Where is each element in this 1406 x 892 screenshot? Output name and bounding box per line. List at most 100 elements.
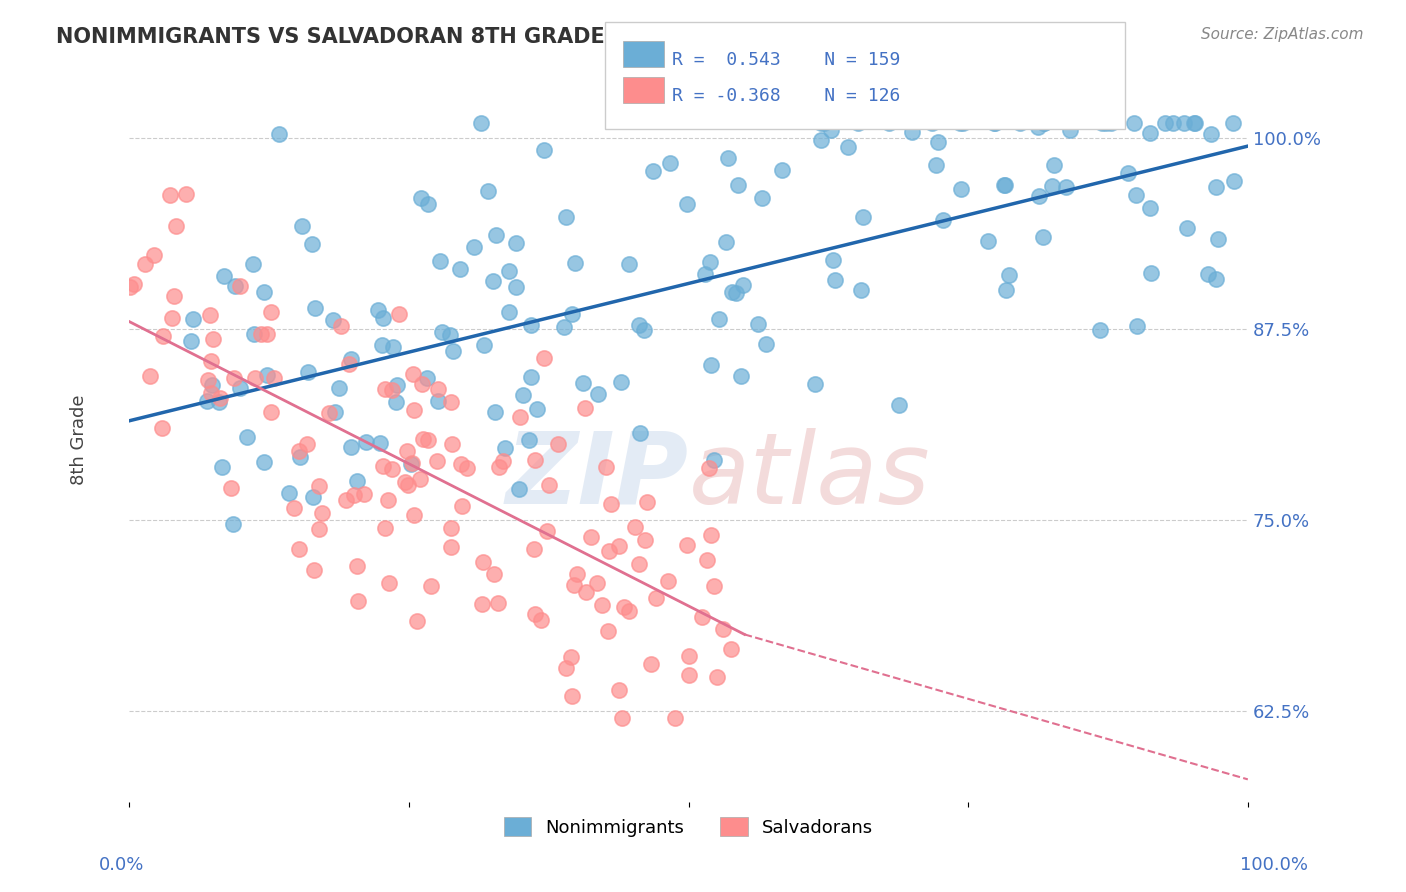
Point: [983, 116, 1005, 130]
Point: [560, 650, 582, 665]
Point: [731, 277, 754, 292]
Point: [678, 648, 700, 663]
Point: [699, 528, 721, 542]
Point: [165, 219, 187, 233]
Point: [755, 336, 778, 351]
Text: NONIMMIGRANTS VS SALVADORAN 8TH GRADE CORRELATION CHART: NONIMMIGRANTS VS SALVADORAN 8TH GRADE CO…: [56, 27, 862, 46]
Point: [678, 668, 700, 682]
Point: [627, 557, 650, 571]
Point: [851, 283, 873, 297]
Point: [613, 600, 636, 615]
Point: [932, 213, 955, 227]
Point: [492, 453, 515, 467]
Point: [720, 285, 742, 299]
Point: [253, 285, 276, 299]
Point: [134, 257, 156, 271]
Point: [519, 370, 541, 384]
Point: [263, 371, 285, 385]
Point: [994, 178, 1017, 192]
Point: [401, 456, 423, 470]
Point: [214, 269, 236, 284]
Point: [482, 567, 505, 582]
Legend: Nonimmigrants, Salvadorans: Nonimmigrants, Salvadorans: [496, 810, 880, 844]
Point: [1028, 189, 1050, 203]
Point: [449, 262, 471, 277]
Point: [695, 267, 717, 281]
Text: 0.0%: 0.0%: [98, 856, 143, 874]
Point: [523, 607, 546, 621]
Point: [343, 488, 366, 502]
Point: [706, 670, 728, 684]
Point: [406, 614, 429, 628]
Point: [411, 377, 433, 392]
Point: [599, 497, 621, 511]
Point: [1161, 116, 1184, 130]
Point: [998, 268, 1021, 283]
Point: [256, 326, 278, 341]
Text: 8th Grade: 8th Grade: [70, 394, 89, 485]
Point: [703, 579, 725, 593]
Point: [308, 478, 330, 492]
Point: [696, 553, 718, 567]
Point: [505, 235, 527, 250]
Point: [889, 398, 911, 412]
Point: [440, 540, 463, 554]
Point: [717, 151, 740, 165]
Point: [412, 432, 434, 446]
Point: [579, 530, 602, 544]
Point: [533, 351, 555, 365]
Point: [328, 381, 350, 395]
Point: [564, 577, 586, 591]
Point: [368, 436, 391, 450]
Point: [609, 683, 631, 698]
Point: [591, 598, 613, 612]
Point: [561, 307, 583, 321]
Point: [877, 116, 900, 130]
Point: [335, 493, 357, 508]
Point: [714, 235, 737, 249]
Point: [381, 384, 404, 398]
Point: [396, 444, 419, 458]
Text: 100.0%: 100.0%: [1240, 856, 1308, 874]
Point: [1205, 180, 1227, 194]
Point: [356, 434, 378, 449]
Point: [229, 381, 252, 395]
Point: [329, 318, 352, 333]
Point: [222, 516, 245, 531]
Point: [283, 501, 305, 516]
Point: [572, 376, 595, 390]
Point: [586, 386, 609, 401]
Point: [222, 371, 245, 385]
Point: [322, 312, 344, 326]
Point: [200, 354, 222, 368]
Point: [219, 481, 242, 495]
Point: [378, 576, 401, 591]
Point: [278, 486, 301, 500]
Point: [346, 475, 368, 489]
Point: [197, 373, 219, 387]
Point: [409, 472, 432, 486]
Point: [420, 579, 443, 593]
Point: [432, 326, 454, 340]
Point: [610, 375, 633, 389]
Point: [404, 508, 426, 522]
Point: [249, 327, 271, 342]
Point: [1222, 116, 1244, 130]
Point: [1197, 268, 1219, 282]
Point: [498, 264, 520, 278]
Point: [394, 475, 416, 490]
Point: [645, 591, 668, 606]
Point: [143, 248, 166, 262]
Point: [523, 453, 546, 467]
Point: [628, 425, 651, 440]
Point: [700, 358, 723, 372]
Point: [1088, 323, 1111, 337]
Point: [308, 522, 330, 536]
Point: [229, 279, 252, 293]
Point: [245, 371, 267, 385]
Point: [595, 459, 617, 474]
Point: [530, 613, 553, 627]
Point: [1099, 116, 1122, 130]
Point: [1026, 120, 1049, 134]
Point: [770, 163, 793, 178]
